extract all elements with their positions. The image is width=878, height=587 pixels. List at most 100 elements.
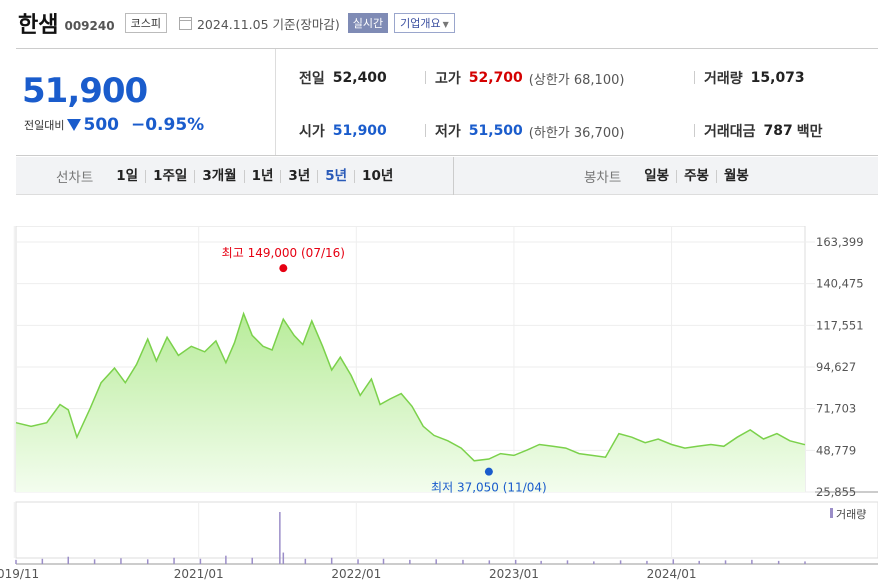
volume-bar xyxy=(409,559,411,564)
y-tick-label: 163,399 xyxy=(816,235,864,249)
line-chart-tabs: 선차트 1일 1주일 3개월 1년 3년 5년 10년 xyxy=(56,157,400,195)
line-tab-6[interactable]: 10년 xyxy=(354,169,400,183)
divider xyxy=(694,71,695,84)
prev-close: 전일 52,400 xyxy=(299,68,387,88)
chevron-down-icon: ▼ xyxy=(442,20,449,29)
y-tick-label: 94,627 xyxy=(816,360,856,374)
volume-bar xyxy=(540,560,542,564)
volume-bar xyxy=(514,559,517,564)
volume-bar xyxy=(382,558,385,564)
open-value: 51,900 xyxy=(332,123,387,139)
low-value: 51,500 xyxy=(468,123,523,139)
volume-legend-label: 거래량 xyxy=(836,508,866,521)
line-tab-3[interactable]: 1년 xyxy=(243,169,281,183)
change-row: 전일대비 500 −0.95% xyxy=(24,115,204,135)
volume-bar xyxy=(357,559,359,564)
divider xyxy=(694,124,695,137)
line-tab-0[interactable]: 1일 xyxy=(116,167,139,184)
market-badge: 코스피 xyxy=(124,13,167,33)
stock-header: 한샘 009240 코스피 2024.11.05 기준(장마감) 실시간 기업개… xyxy=(18,8,455,38)
high-marker xyxy=(279,264,288,273)
divider xyxy=(425,124,426,137)
upper-limit: (상한가 68,100) xyxy=(528,72,625,88)
amount-label: 거래대금 xyxy=(704,124,756,140)
quote-panel: 51,900 전일대비 500 −0.95% 전일 52,400 고가 52,7… xyxy=(16,48,878,156)
volume-bar xyxy=(304,558,307,564)
price-area xyxy=(16,313,805,492)
volume-bar xyxy=(566,560,569,564)
high-label: 고가 xyxy=(435,71,461,87)
divider xyxy=(425,71,426,84)
volume-bar xyxy=(804,561,806,564)
volume-bar xyxy=(251,557,253,564)
volume-bar xyxy=(173,557,175,564)
volume-bar xyxy=(41,558,44,564)
x-tick-label: 2024/01 xyxy=(647,567,697,581)
open-label: 시가 xyxy=(299,124,325,140)
low-label: 저가 xyxy=(435,124,461,140)
volume-bar xyxy=(282,552,285,564)
amount-unit: 백만 xyxy=(796,124,823,140)
x-tick-label: 2023/01 xyxy=(489,567,539,581)
trade-amount: 거래대금 787 백만 xyxy=(704,121,823,141)
volume-bar xyxy=(146,559,149,564)
change-label: 전일대비 xyxy=(24,119,65,132)
candle-tab-2[interactable]: 월봉 xyxy=(715,169,756,183)
high-price: 고가 52,700 (상한가 68,100) xyxy=(435,68,624,88)
change-value: 500 xyxy=(83,115,119,135)
y-tick-label: 117,551 xyxy=(816,318,864,332)
line-tab-1[interactable]: 1주일 xyxy=(145,169,194,183)
line-chart-label: 선차트 xyxy=(56,170,94,186)
volume-bar xyxy=(488,560,491,564)
lower-limit: (하한가 36,700) xyxy=(528,125,625,141)
volume-bar xyxy=(435,559,437,564)
candle-chart-tabs: 봉차트 일봉 주봉 월봉 xyxy=(584,157,756,195)
y-tick-label: 71,703 xyxy=(816,402,856,416)
volume-bar xyxy=(724,560,727,564)
line-tab-2[interactable]: 3개월 xyxy=(194,169,243,183)
volume-bar xyxy=(619,560,622,564)
company-info-dropdown[interactable]: 기업개요 ▼ xyxy=(394,13,455,33)
chart-tabs: 선차트 1일 1주일 3개월 1년 3년 5년 10년 봉차트 일봉 주봉 월봉 xyxy=(16,157,878,195)
candle-tab-1[interactable]: 주봉 xyxy=(676,169,716,183)
x-tick-label: 2021/01 xyxy=(174,567,224,581)
stock-code: 009240 xyxy=(64,19,115,33)
volume-bar xyxy=(199,558,202,564)
volume-bar xyxy=(462,559,464,564)
open-price: 시가 51,900 xyxy=(299,121,387,141)
y-tick-label: 48,779 xyxy=(816,443,856,457)
prev-label: 전일 xyxy=(299,71,325,87)
prev-value: 52,400 xyxy=(332,70,387,86)
volume-bar xyxy=(279,512,281,564)
volume-bar xyxy=(646,560,648,564)
price-area: 51,900 전일대비 500 −0.95% xyxy=(16,49,276,155)
volume-bar xyxy=(67,556,70,564)
line-tab-5[interactable]: 5년 xyxy=(317,169,354,183)
volume-label: 거래량 xyxy=(704,71,743,87)
candle-tab-0[interactable]: 일봉 xyxy=(644,167,670,184)
change-rate: −0.95% xyxy=(130,115,205,135)
volume-bar xyxy=(593,561,595,564)
current-price: 51,900 xyxy=(22,71,148,111)
low-marker xyxy=(484,467,493,476)
x-tick-label: 2019/11 xyxy=(0,567,39,581)
low-price: 저가 51,500 (하한가 36,700) xyxy=(435,121,624,141)
volume-frame xyxy=(15,501,878,559)
volume-bar xyxy=(225,555,227,564)
x-tick-label: 2022/01 xyxy=(331,567,381,581)
down-arrow-icon xyxy=(67,119,82,131)
y-tick-label: 140,475 xyxy=(816,277,864,291)
amount-value: 787 xyxy=(763,123,793,139)
line-tab-4[interactable]: 3년 xyxy=(280,169,317,183)
volume-bar xyxy=(330,557,333,564)
price-chart: 163,399 140,475 117,551 94,627 71,703 48,779 2… xyxy=(0,226,878,581)
divider xyxy=(453,157,454,195)
y-tick-label: 25,855 xyxy=(816,485,856,499)
high-annotation: 최고 149,000 (07/16) xyxy=(222,246,345,260)
volume-bar xyxy=(698,560,700,564)
volume-bar xyxy=(15,559,17,564)
price-line xyxy=(15,311,806,462)
volume: 거래량 15,073 xyxy=(704,68,805,88)
realtime-button[interactable]: 실시간 xyxy=(347,13,389,33)
candle-chart-label: 봉차트 xyxy=(584,170,622,186)
